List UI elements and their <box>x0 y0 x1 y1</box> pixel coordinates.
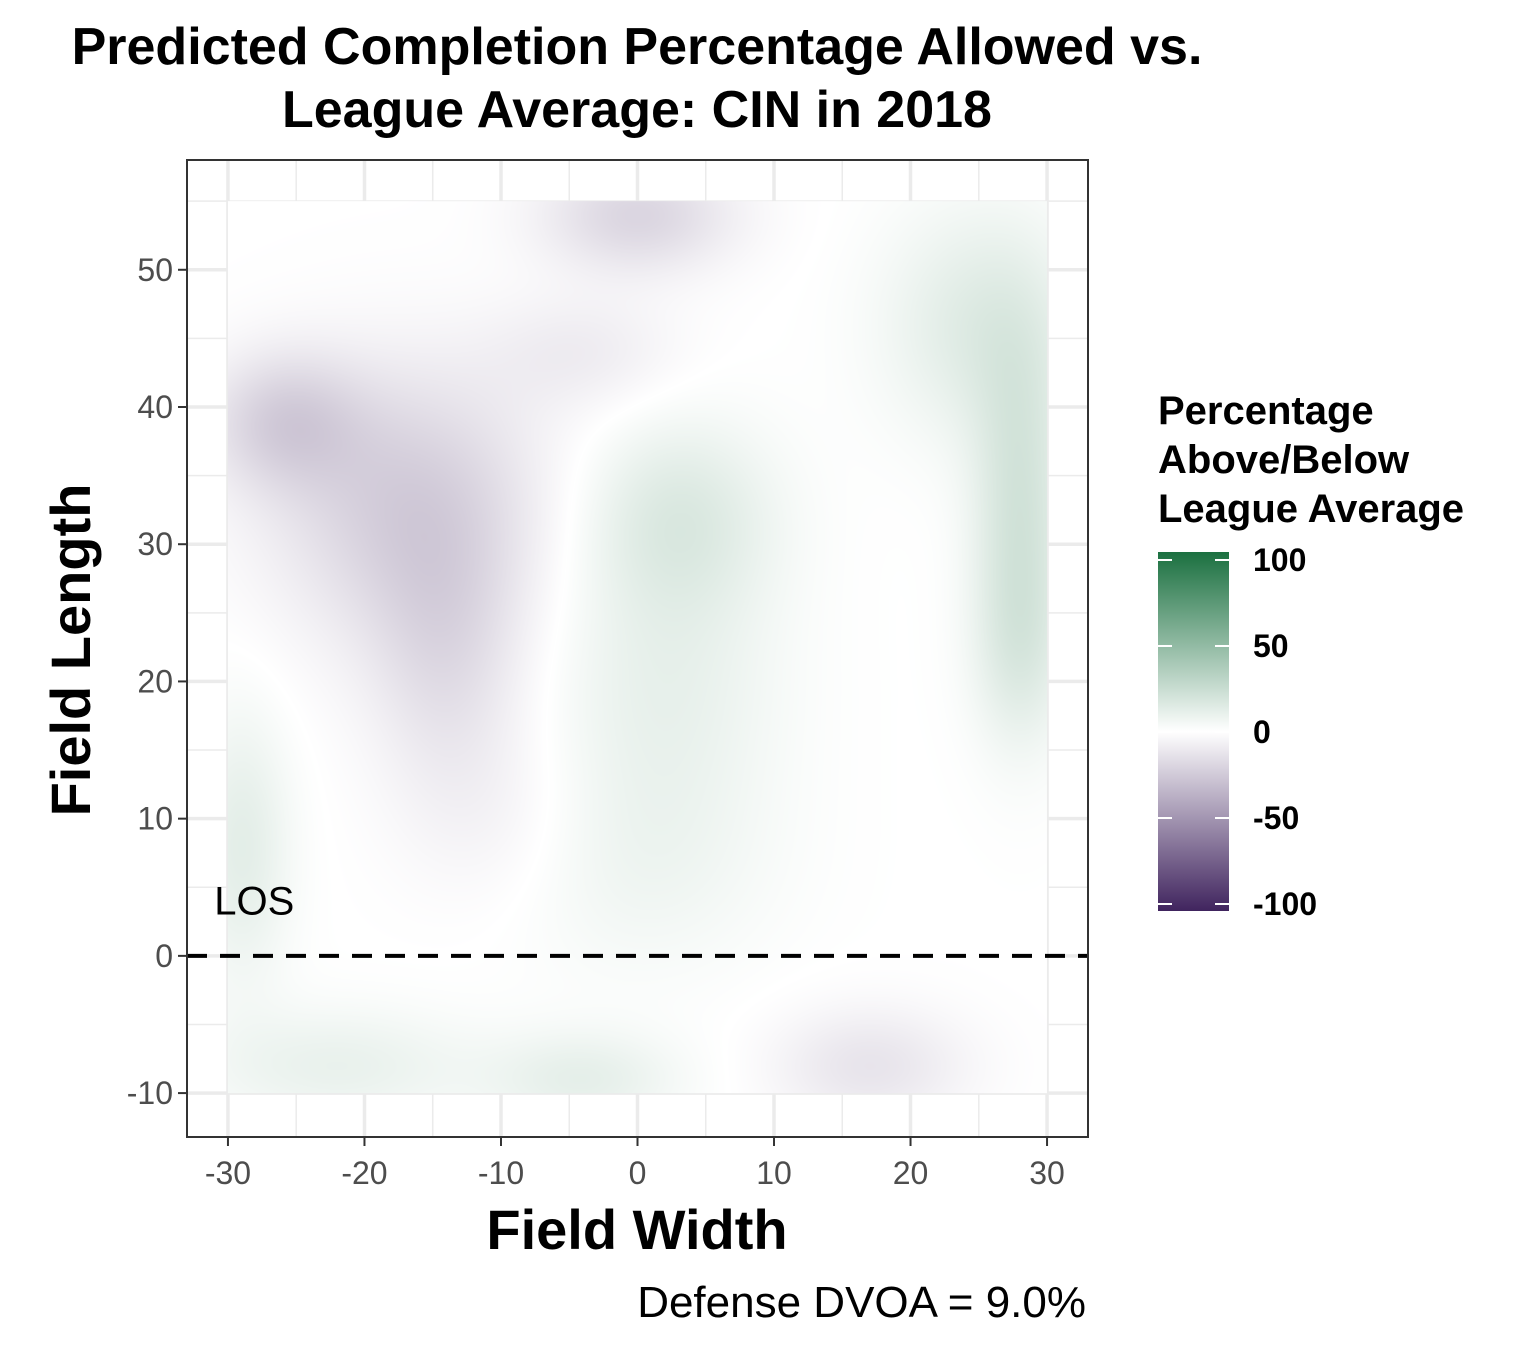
chart-title-line-2: League Average: CIN in 2018 <box>282 81 992 139</box>
legend-title-line-2: Above/Below <box>1158 438 1410 482</box>
plot-panel: LOS <box>186 159 1089 1138</box>
y-tick-label: 20 <box>137 663 173 699</box>
legend: Percentage Above/Below League Average 10… <box>1158 389 1464 922</box>
legend-title-line-1: Percentage <box>1158 389 1374 433</box>
x-tick-label: 30 <box>1029 1155 1065 1191</box>
y-axis-title: Field Length <box>39 484 102 817</box>
legend-title-line-3: League Average <box>1158 487 1464 531</box>
heatmap-surface <box>227 201 1047 1094</box>
los-label: LOS <box>214 880 294 924</box>
x-tick-label: 10 <box>756 1155 792 1191</box>
x-tick-label: -20 <box>341 1155 387 1191</box>
caption-dvoa: Defense DVOA = 9.0% <box>637 1278 1086 1327</box>
legend-break-label: 100 <box>1253 542 1306 578</box>
y-axis: -10 0 10 20 30 40 50 <box>127 252 187 1111</box>
y-tick-label: 50 <box>137 252 173 288</box>
legend-break-label: 0 <box>1253 714 1271 750</box>
legend-ticks: 100 50 0 -50 -100 <box>1158 542 1317 922</box>
x-tick-label: 0 <box>629 1155 647 1191</box>
x-tick-label: 20 <box>893 1155 929 1191</box>
x-tick-label: -30 <box>205 1155 251 1191</box>
y-tick-label: 0 <box>155 938 173 974</box>
x-axis-title: Field Width <box>486 1198 787 1261</box>
y-tick-label: 30 <box>137 526 173 562</box>
chart-title-line-1: Predicted Completion Percentage Allowed … <box>72 18 1203 76</box>
y-tick-label: 40 <box>137 389 173 425</box>
legend-break-label: 50 <box>1253 628 1289 664</box>
x-axis: -30 -20 -10 0 10 20 30 <box>205 1137 1065 1191</box>
legend-break-label: -50 <box>1253 800 1299 836</box>
y-tick-label: 10 <box>137 801 173 837</box>
x-tick-label: -10 <box>478 1155 524 1191</box>
legend-break-label: -100 <box>1253 886 1317 922</box>
y-tick-label: -10 <box>127 1075 173 1111</box>
